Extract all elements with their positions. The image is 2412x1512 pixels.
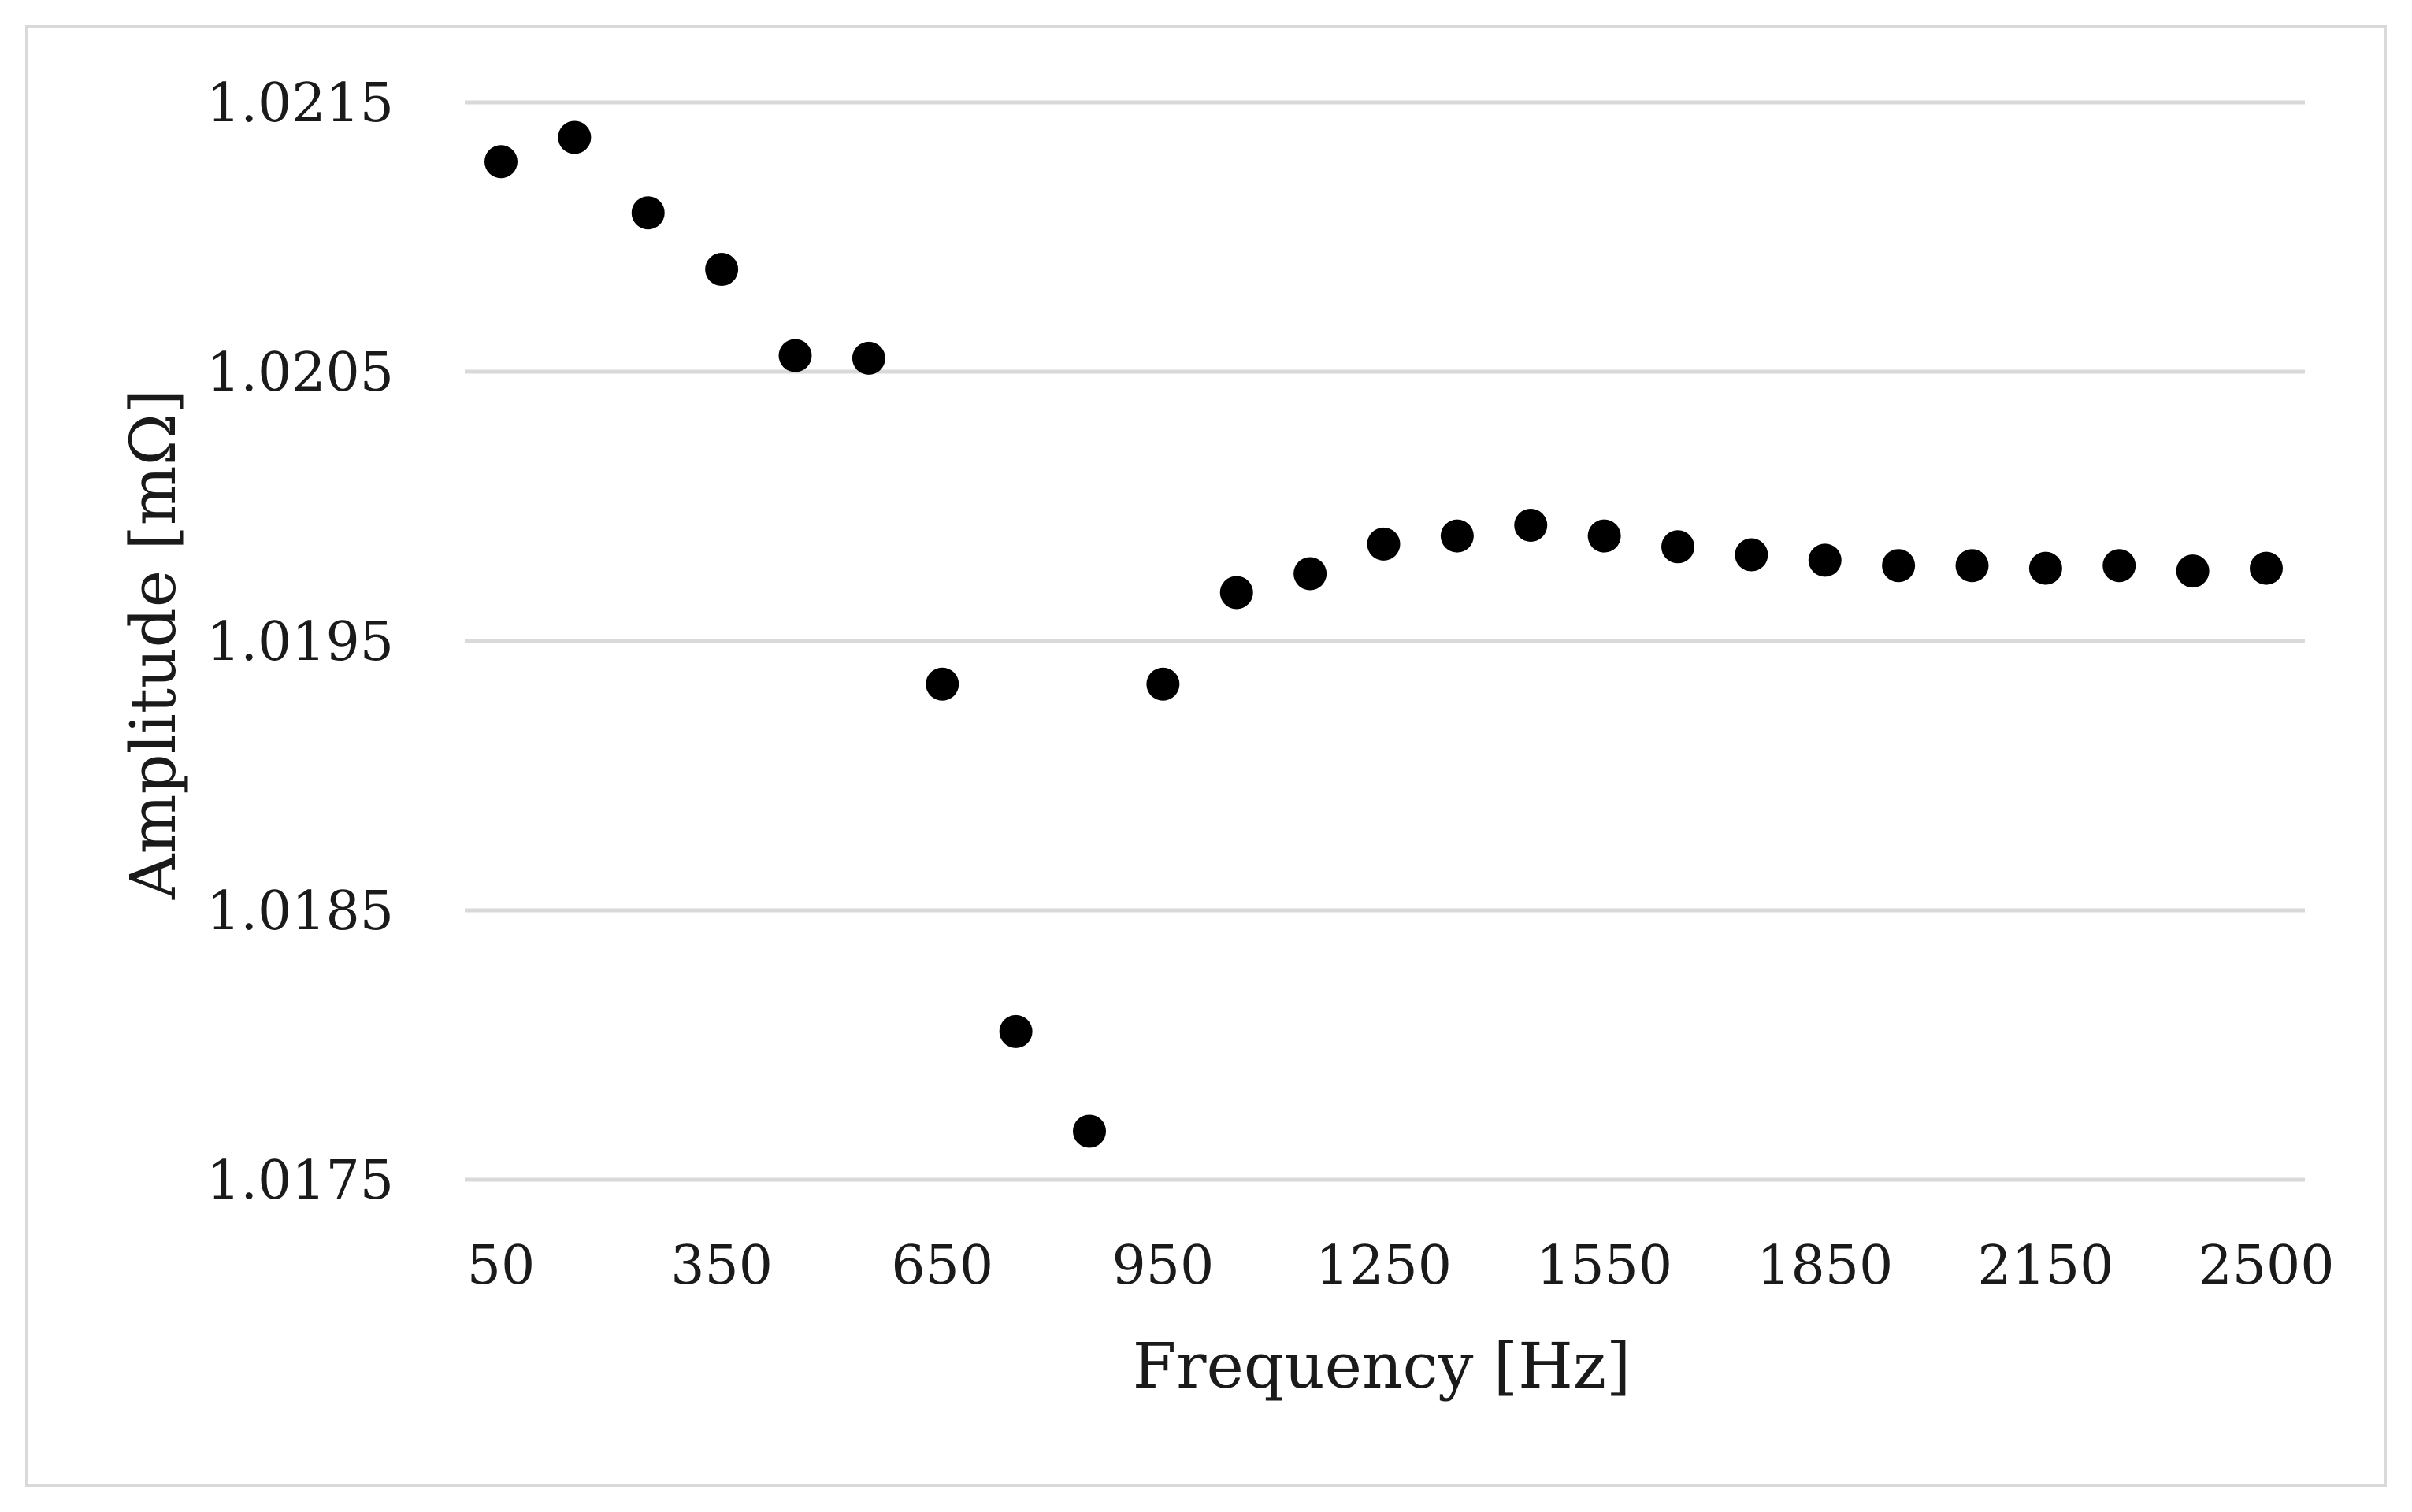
data-point [2250,551,2283,585]
data-point [1808,543,1842,577]
data-point [631,196,665,230]
chart-frame [25,25,2387,1487]
data-point [1955,549,1989,583]
data-point [2176,554,2210,588]
x-tick-label: 650 [891,1235,993,1297]
data-point [1146,667,1180,701]
data-point [1587,519,1621,553]
x-tick-label: 50 [467,1235,536,1297]
y-tick-label: 1.0205 [206,342,394,404]
data-point [1293,557,1327,591]
gridlines [465,100,2305,1182]
x-tick-label: 2500 [2198,1235,2334,1297]
data-point [1735,538,1768,572]
data-point [1882,549,1916,583]
x-tick-label: 350 [670,1235,773,1297]
y-axis-tick-labels: 1.0215 1.0205 1.0195 1.0185 1.0175 [206,72,394,1212]
data-point [778,339,812,372]
data-point [926,667,959,701]
x-tick-label: 950 [1111,1235,1214,1297]
y-tick-label: 1.0215 [206,72,394,135]
data-point [1219,576,1253,610]
data-point [1661,530,1694,564]
data-point [2102,549,2136,583]
data-point [852,341,885,375]
data-point [484,145,518,179]
y-tick-label: 1.0175 [206,1150,394,1212]
x-tick-label: 1550 [1536,1235,1672,1297]
x-tick-label: 1850 [1757,1235,1893,1297]
x-tick-label: 2150 [1977,1235,2113,1297]
data-point [1367,527,1401,561]
x-tick-label: 1250 [1315,1235,1452,1297]
data-point [2028,551,2062,585]
y-tick-label: 1.0195 [206,611,394,673]
data-point [558,120,592,154]
x-axis-tick-labels: 50 350 650 950 1250 1550 1850 2150 2500 [467,1235,2335,1297]
x-axis-title: Frequency [Hz] [1133,1329,1631,1403]
data-points [484,120,2283,1148]
data-point [705,253,739,287]
y-axis-title: Amplitude [mΩ] [117,389,190,900]
data-point [1440,519,1474,553]
data-point [1514,508,1548,542]
data-point [1073,1114,1106,1148]
data-point [999,1014,1033,1048]
y-tick-label: 1.0185 [206,880,394,943]
